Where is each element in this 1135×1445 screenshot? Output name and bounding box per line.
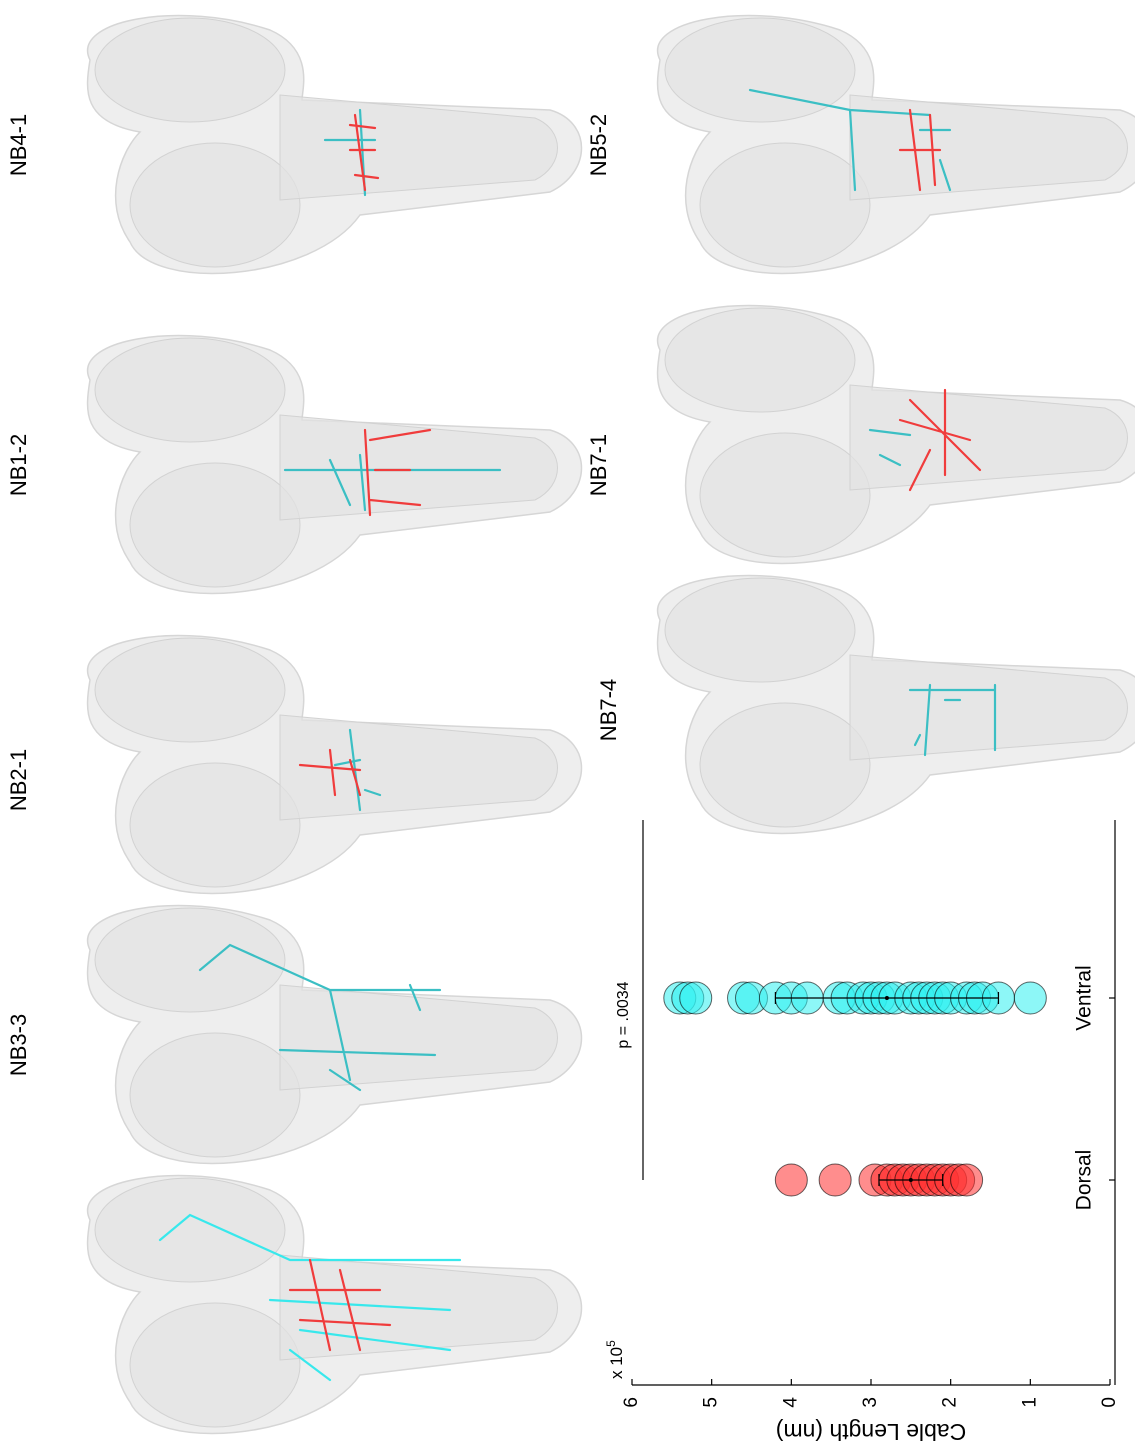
brain-panel [658, 576, 1135, 834]
panel-label: NB2-1 [6, 749, 31, 811]
x-tick-label: Dorsal [1073, 1150, 1096, 1211]
mean-marker [885, 996, 889, 1000]
panel-label: NB5-2 [586, 114, 611, 176]
y-tick-label: 3 [860, 1397, 881, 1408]
panel-label: NB1-2 [6, 434, 31, 496]
data-point [819, 1164, 851, 1196]
brain-panel [88, 336, 582, 594]
brain-outline [88, 16, 582, 274]
data-point [951, 1164, 983, 1196]
panel-label: NB7-1 [586, 434, 611, 496]
figure: NB4-1 NB1-2 NB2-1 NB3-3 NB5-2 NB7-1 NB7-4 0 1 2 3… [0, 0, 1135, 1445]
y-tick-label: 2 [940, 1397, 961, 1408]
brain-outline [88, 906, 582, 1164]
brain-panel [88, 906, 582, 1164]
y-axis-label: Cable Length (nm) [776, 1419, 967, 1445]
panel-label: NB7-4 [596, 679, 621, 741]
scatter-chart: 0 1 2 3 4 5 6 Cable Length (nm) x 105 Dorsal Ventr… [604, 820, 1120, 1445]
data-point [1014, 982, 1046, 1014]
significance-label: p = .0034 [615, 981, 632, 1048]
panel-label: NB4-1 [6, 114, 31, 176]
y-multiplier: x 105 [604, 1340, 626, 1379]
y-multiplier-exponent: 5 [604, 1340, 618, 1347]
brain-panel [658, 16, 1135, 274]
y-tick-label: 5 [701, 1397, 722, 1408]
data-point [680, 982, 712, 1014]
panels: NB4-1 NB1-2 NB2-1 NB3-3 NB5-2 NB7-1 NB7-4 [6, 16, 1135, 1434]
brain-outline [658, 16, 1135, 274]
brain-panel [88, 1176, 582, 1434]
brain-outline [88, 336, 582, 594]
brain-panel [658, 306, 1135, 564]
y-tick-label: 6 [621, 1397, 642, 1408]
y-tick-label: 1 [1019, 1397, 1040, 1408]
mean-marker [909, 1178, 913, 1182]
y-tick-label: 4 [780, 1397, 801, 1408]
brain-panel [88, 636, 582, 894]
y-tick-label: 0 [1099, 1397, 1120, 1408]
panel-label: NB3-3 [6, 1014, 31, 1076]
x-tick-label: Ventral [1073, 965, 1096, 1030]
brain-outline [658, 306, 1135, 564]
data-point [775, 1164, 807, 1196]
brain-outline [658, 576, 1135, 834]
brain-panel [88, 16, 582, 274]
